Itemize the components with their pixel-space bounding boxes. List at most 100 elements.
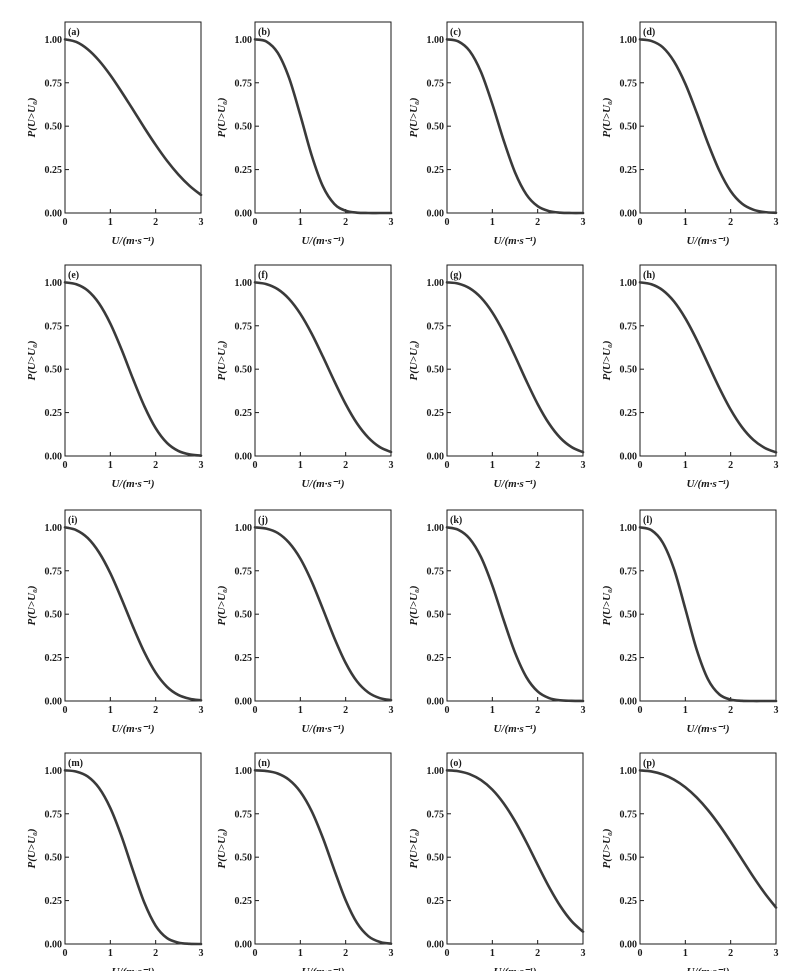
panel-label: (l) — [643, 515, 652, 526]
y-tick-label: 0.00 — [620, 940, 638, 951]
x-tick-label: 0 — [445, 705, 450, 716]
data-point — [457, 770, 459, 772]
x-tick-label: 1 — [298, 217, 303, 228]
data-point — [345, 403, 347, 405]
data-point — [684, 83, 686, 85]
data-point — [775, 906, 777, 909]
y-axis-label: P(U>U₀) — [26, 340, 38, 380]
y-tick-label: 1.00 — [235, 766, 253, 777]
x-axis-label: U/(m·s⁻¹) — [301, 235, 344, 247]
series-line — [445, 526, 585, 703]
chart-panel: 0.00 0.25 0.50 0.75 1.00 0 1 2 3 (l) U/(m·s⁻¹) P(U>… — [601, 509, 779, 735]
y-tick-label: 0.50 — [235, 365, 253, 376]
x-tick-label: 2 — [153, 705, 158, 716]
data-point — [177, 450, 179, 452]
data-point — [367, 212, 369, 214]
x-tick-label: 3 — [199, 705, 204, 716]
x-tick-label: 1 — [298, 705, 303, 716]
data-point — [265, 283, 267, 285]
y-tick-label: 1.00 — [620, 523, 638, 534]
data-point — [548, 422, 550, 425]
x-tick-label: 2 — [728, 460, 733, 471]
x-tick-label: 1 — [683, 948, 688, 959]
data-point — [571, 920, 573, 922]
data-point — [514, 820, 516, 822]
plot-frame — [639, 509, 777, 702]
y-tick-label: 1.00 — [620, 766, 638, 777]
data-point — [166, 442, 168, 444]
y-tick-label: 0.75 — [427, 809, 445, 820]
y-tick-label: 0.50 — [45, 610, 63, 621]
x-tick-label: 3 — [389, 217, 394, 228]
x-tick-label: 3 — [389, 460, 394, 471]
y-tick-label: 0.75 — [45, 78, 63, 89]
data-point — [265, 40, 267, 43]
data-point — [254, 38, 256, 40]
data-point — [166, 686, 168, 688]
data-point — [571, 700, 573, 702]
data-point — [775, 700, 777, 702]
y-tick-label: 1.00 — [427, 35, 445, 46]
series-line — [253, 769, 393, 945]
y-tick-label: 0.75 — [235, 809, 253, 820]
x-tick-label: 0 — [638, 460, 643, 471]
data-point — [741, 426, 743, 428]
plot-frame — [254, 21, 392, 214]
data-point — [322, 186, 324, 188]
x-tick-label: 0 — [63, 217, 68, 228]
data-point — [64, 526, 66, 528]
data-point — [132, 109, 134, 111]
data-point — [345, 899, 347, 901]
data-point — [200, 943, 202, 945]
y-tick-label: 0.25 — [427, 653, 445, 664]
data-point — [311, 810, 313, 812]
x-tick-label: 0 — [63, 460, 68, 471]
data-point — [189, 453, 191, 456]
data-point — [288, 779, 290, 781]
x-tick-label: 0 — [253, 460, 258, 471]
data-point — [121, 349, 123, 351]
y-axis-label: P(U>U₀) — [26, 97, 38, 137]
data-point — [143, 902, 145, 904]
y-tick-label: 0.25 — [45, 653, 63, 664]
data-point — [480, 297, 482, 299]
data-point — [379, 941, 381, 943]
y-tick-label: 1.00 — [427, 766, 445, 777]
data-point — [537, 864, 539, 866]
data-point — [166, 160, 168, 162]
y-tick-label: 0.75 — [235, 78, 253, 89]
y-tick-label: 0.00 — [45, 697, 63, 708]
plot-frame — [446, 21, 584, 214]
y-tick-label: 0.25 — [427, 896, 445, 907]
x-axis-label: U/(m·s⁻¹) — [111, 723, 154, 735]
y-tick-label: 0.00 — [427, 209, 445, 220]
data-point — [571, 446, 573, 448]
y-tick-label: 0.50 — [427, 853, 445, 864]
data-point — [200, 699, 202, 701]
data-point — [177, 694, 179, 696]
x-tick-label: 2 — [535, 948, 540, 959]
data-point — [121, 91, 123, 93]
y-tick-label: 1.00 — [620, 35, 638, 46]
data-point — [367, 935, 369, 937]
y-tick-label: 1.00 — [235, 523, 253, 534]
plot-frame — [64, 509, 202, 702]
x-tick-label: 1 — [108, 460, 113, 471]
y-tick-label: 0.50 — [620, 122, 638, 133]
data-point — [775, 451, 777, 453]
data-point — [662, 46, 664, 48]
data-point — [752, 209, 754, 211]
series-line — [63, 526, 203, 702]
chart-panel: 0.00 0.25 0.50 0.75 1.00 0 1 2 3 (j) U/(m·s⁻¹) P(U>… — [216, 509, 394, 735]
series-line — [638, 281, 778, 454]
panel-label: (a) — [68, 27, 80, 38]
y-axis-label: P(U>U₀) — [601, 828, 613, 868]
plot-frame — [254, 264, 392, 457]
data-point — [322, 608, 324, 610]
y-tick-label: 0.25 — [235, 165, 253, 176]
data-point — [390, 451, 392, 453]
data-point — [166, 937, 168, 939]
data-point — [367, 436, 369, 439]
data-point — [469, 773, 471, 775]
data-point — [525, 193, 527, 196]
